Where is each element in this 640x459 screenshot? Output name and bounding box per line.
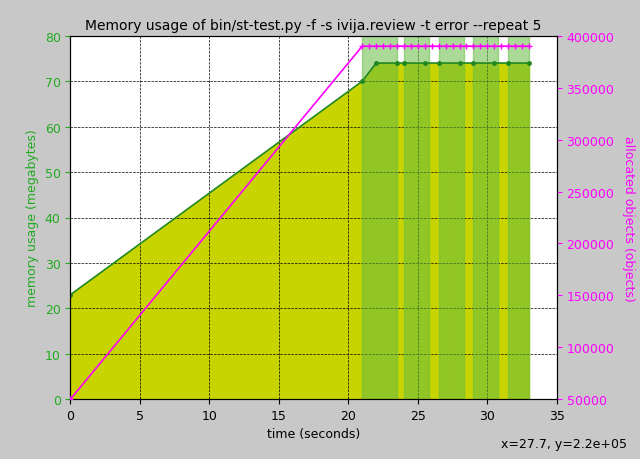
Y-axis label: memory usage (megabytes): memory usage (megabytes) <box>26 129 39 307</box>
Bar <box>508 37 529 399</box>
Bar <box>404 37 429 399</box>
Bar <box>438 37 464 399</box>
Bar <box>362 37 397 399</box>
X-axis label: time (seconds): time (seconds) <box>267 427 360 441</box>
Bar <box>474 37 499 399</box>
Title: Memory usage of bin/st-test.py -f -s ivija.review -t error --repeat 5: Memory usage of bin/st-test.py -f -s ivi… <box>85 19 542 33</box>
Text: x=27.7, y=2.2e+05: x=27.7, y=2.2e+05 <box>501 437 627 450</box>
Y-axis label: allocated objects (objects): allocated objects (objects) <box>622 135 636 301</box>
